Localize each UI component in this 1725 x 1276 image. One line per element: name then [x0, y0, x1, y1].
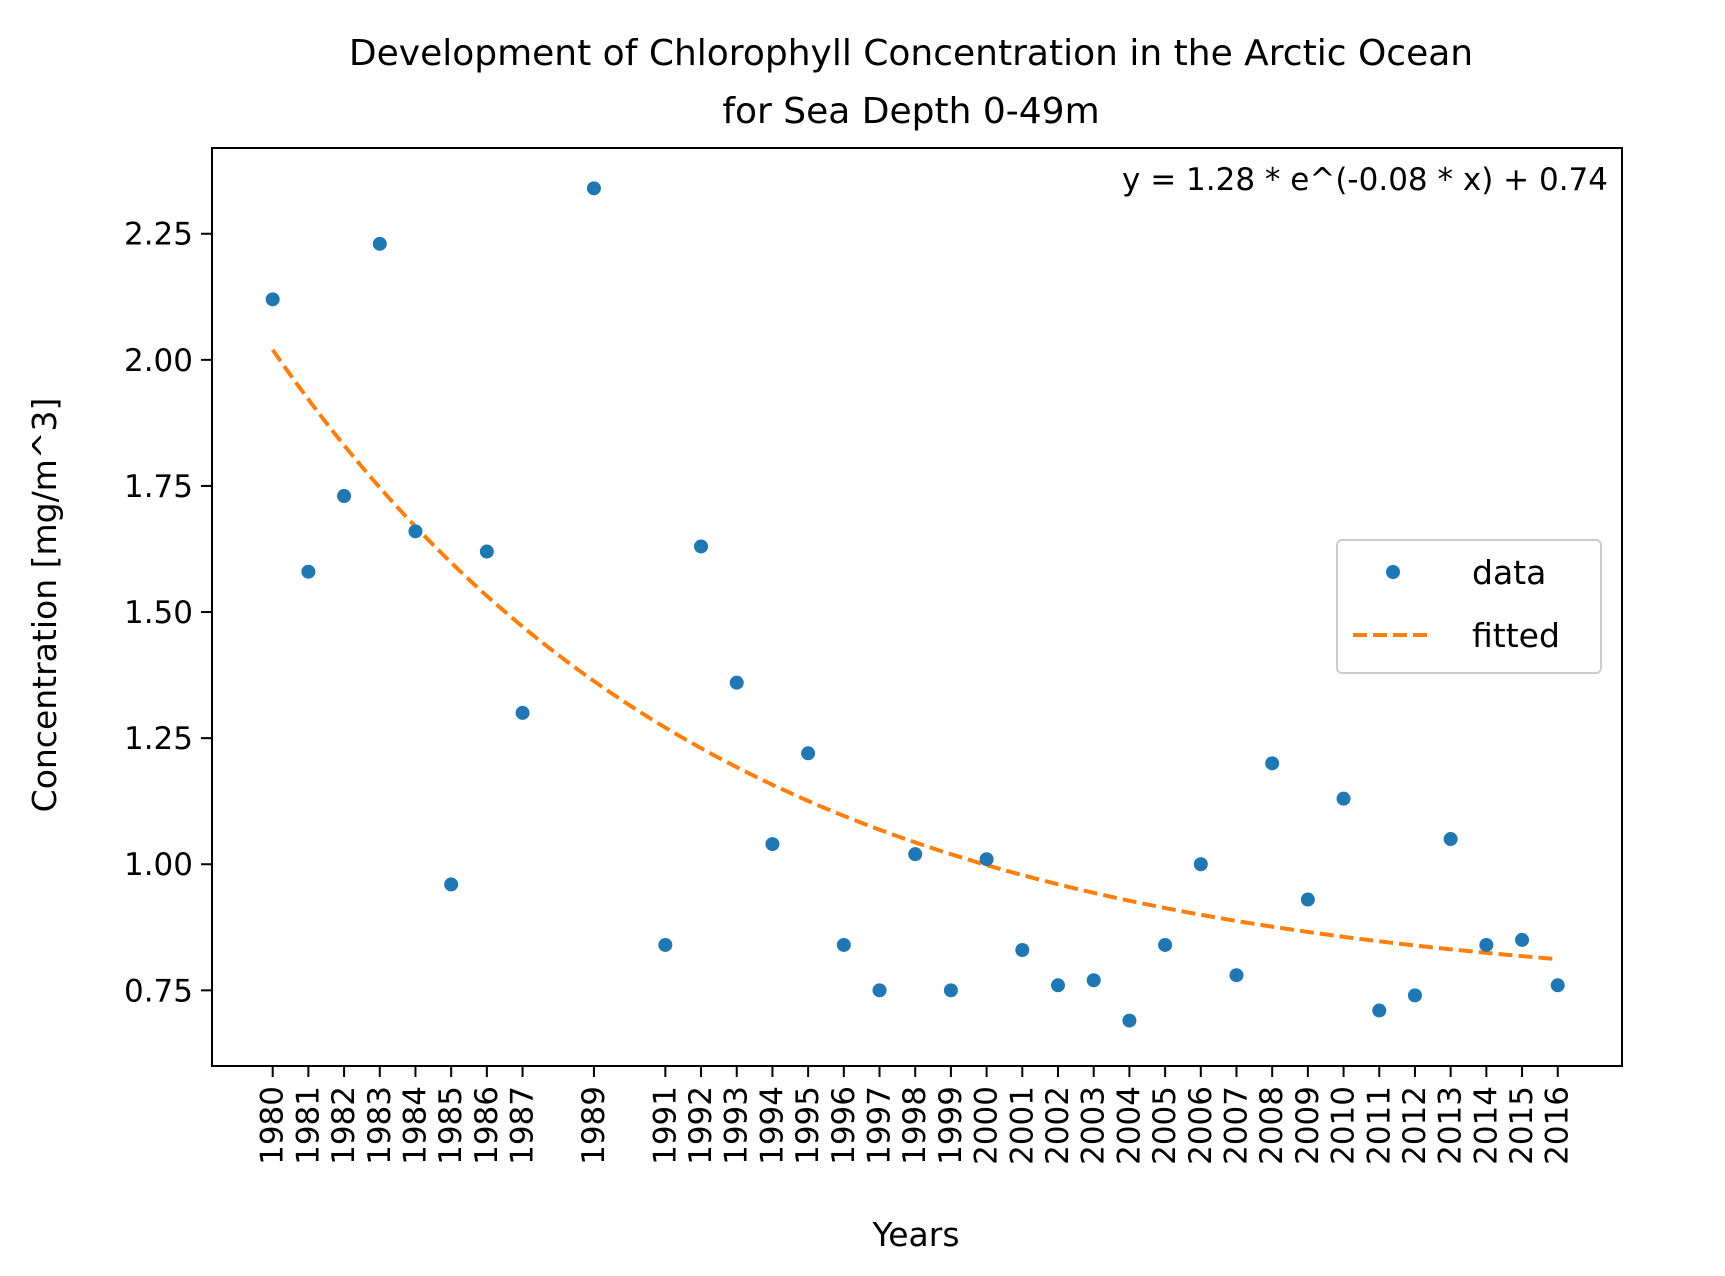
- x-tick-label: 2006: [1183, 1086, 1219, 1165]
- y-tick-label: 1.50: [124, 595, 193, 631]
- data-point: [658, 937, 673, 952]
- x-tick-label: 1994: [754, 1086, 790, 1165]
- data-point: [1158, 937, 1173, 952]
- fitted-curve-layer: [271, 348, 1558, 962]
- x-tick-label: 1997: [862, 1086, 898, 1165]
- x-tick-label: 2009: [1290, 1086, 1326, 1165]
- x-tick-label: 1996: [826, 1086, 862, 1165]
- data-point: [1086, 973, 1101, 988]
- x-tick-label: 2002: [1040, 1086, 1076, 1165]
- data-point: [908, 847, 923, 862]
- data-point: [337, 489, 352, 504]
- data-point: [765, 837, 780, 852]
- data-point: [301, 564, 316, 579]
- data-point: [943, 983, 958, 998]
- x-tick-label: 2003: [1076, 1086, 1112, 1165]
- data-point: [801, 746, 816, 761]
- x-tick-label: 1992: [683, 1086, 719, 1165]
- x-tick-label: 1989: [576, 1086, 612, 1165]
- x-tick-label: 1982: [326, 1086, 362, 1165]
- data-point: [1229, 968, 1244, 983]
- y-tick-label: 0.75: [124, 973, 193, 1009]
- x-tick-label: 1985: [433, 1086, 469, 1165]
- data-point: [1300, 892, 1315, 907]
- x-tick-label: 2007: [1218, 1086, 1254, 1165]
- legend-marker-data: [1386, 565, 1400, 579]
- data-points-layer: [265, 181, 1565, 1028]
- legend-label-fitted: fitted: [1472, 616, 1560, 655]
- data-point: [1372, 1003, 1387, 1018]
- x-tick-label: 2010: [1326, 1086, 1362, 1165]
- x-tick-label: 1991: [647, 1086, 683, 1165]
- data-point: [1407, 988, 1422, 1003]
- data-point: [1193, 857, 1208, 872]
- chart-title-line-2: for Sea Depth 0-49m: [722, 91, 1099, 132]
- data-point: [1051, 978, 1065, 993]
- data-point: [872, 983, 887, 998]
- x-tick-label: 1998: [897, 1086, 933, 1165]
- x-tick-label: 1987: [505, 1086, 541, 1165]
- data-point: [372, 236, 387, 251]
- x-tick-label: 1986: [469, 1086, 505, 1165]
- x-tick-label: 2013: [1433, 1086, 1469, 1165]
- x-tick-label: 1993: [719, 1086, 755, 1165]
- x-tick-label: 2016: [1540, 1086, 1576, 1165]
- y-tick-label: 1.25: [124, 721, 193, 757]
- x-tick-label: 1983: [362, 1086, 398, 1165]
- x-tick-label: 2014: [1468, 1086, 1504, 1165]
- y-tick-label: 2.00: [124, 343, 193, 379]
- data-point: [515, 705, 530, 720]
- y-tick-label: 1.00: [124, 847, 193, 883]
- x-tick-label: 2001: [1004, 1086, 1040, 1165]
- legend-label-data: data: [1472, 553, 1546, 592]
- x-tick-label: 1981: [290, 1086, 326, 1165]
- x-tick-label: 2000: [969, 1086, 1005, 1165]
- x-tick-label: 2004: [1111, 1086, 1147, 1165]
- x-tick-label: 1999: [933, 1086, 969, 1165]
- data-point: [479, 544, 494, 559]
- x-tick-label: 2005: [1147, 1086, 1183, 1165]
- data-point: [694, 539, 709, 554]
- data-point: [408, 524, 423, 539]
- data-point: [444, 877, 459, 892]
- x-axis-label: Years: [871, 1215, 959, 1254]
- legend-frame: [1336, 539, 1602, 674]
- data-point: [729, 675, 744, 690]
- x-tick-label: 2011: [1361, 1086, 1397, 1165]
- y-axis-label: Concentration [mg/m^3]: [25, 398, 64, 813]
- y-tick-label: 2.25: [124, 217, 193, 253]
- y-tick-label: 1.75: [124, 469, 193, 505]
- data-point: [1550, 978, 1565, 993]
- data-point: [1265, 756, 1280, 771]
- x-tick-label: 1984: [397, 1086, 433, 1165]
- data-point: [1336, 791, 1351, 806]
- x-tick-label: 1995: [790, 1086, 826, 1165]
- legend: data fitted: [1336, 539, 1602, 674]
- data-point: [1015, 942, 1030, 957]
- plot-frame: [211, 147, 1623, 1067]
- x-tick-label: 2012: [1397, 1086, 1433, 1165]
- fitted-curve: [271, 348, 1558, 962]
- y-axis: 0.75 1.00 1.25 1.50 1.75 2.00 2.25: [124, 217, 212, 1009]
- x-tick-label: 1980: [255, 1086, 291, 1165]
- data-point: [265, 292, 280, 307]
- plot-area: [211, 147, 1623, 1067]
- data-point: [1479, 937, 1494, 952]
- chart-title-line-1: Development of Chlorophyll Concentration…: [349, 33, 1473, 74]
- x-axis: 1980 1981 1982 1983 1984 1985 1986 1987 1989 1991…: [255, 1066, 1576, 1165]
- data-point: [1443, 832, 1458, 847]
- fit-equation-annotation: y = 1.28 * e^(-0.08 * x) + 0.74: [1122, 162, 1608, 198]
- x-tick-label: 2008: [1254, 1086, 1290, 1165]
- data-point: [836, 937, 851, 952]
- x-tick-label: 2015: [1504, 1086, 1540, 1165]
- data-point: [1122, 1013, 1137, 1028]
- data-point: [979, 852, 994, 867]
- data-point: [586, 181, 601, 196]
- data-point: [1515, 932, 1530, 947]
